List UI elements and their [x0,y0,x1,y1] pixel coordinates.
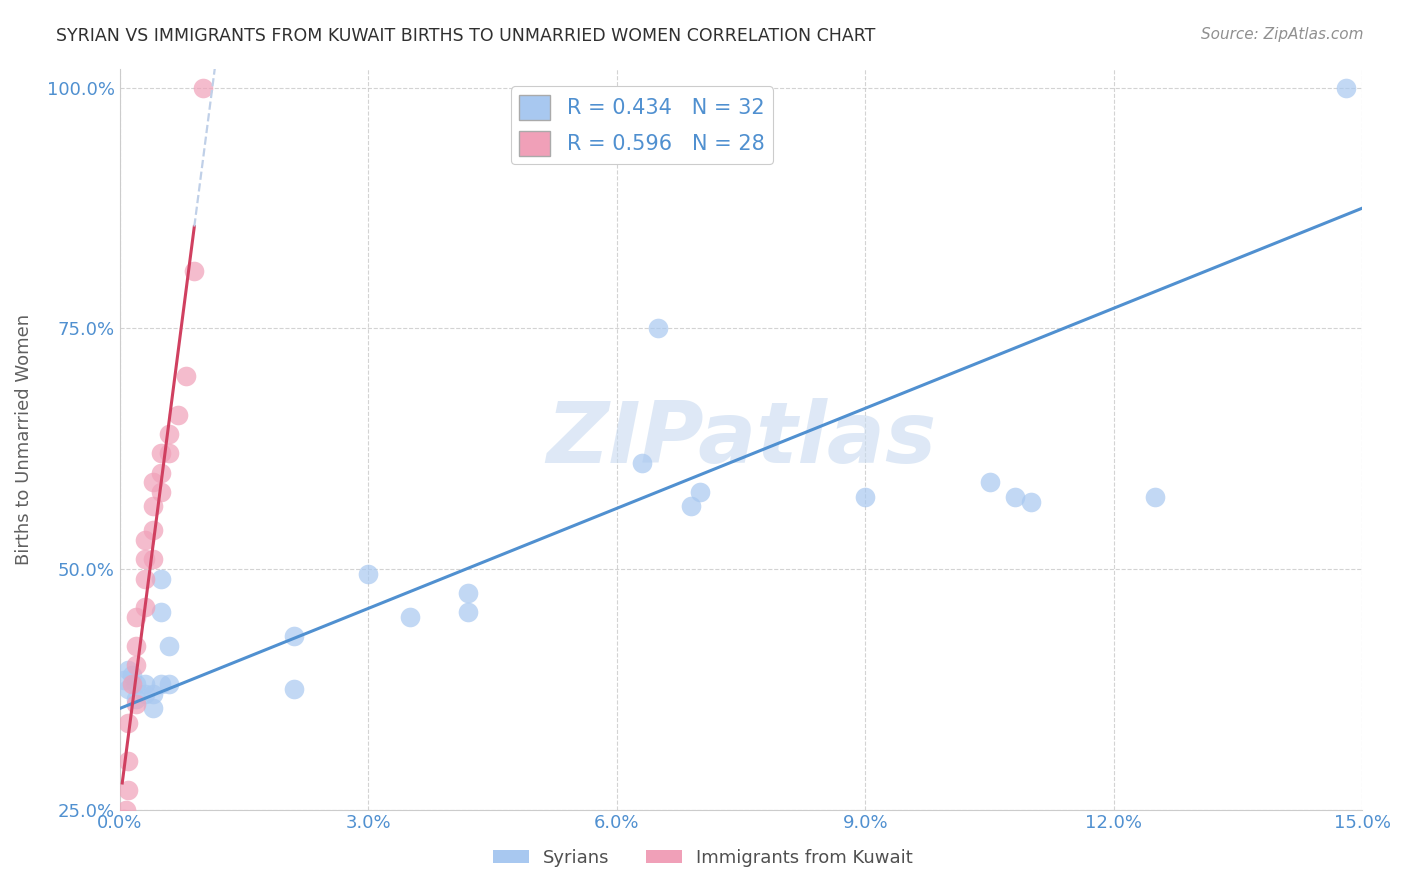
Point [159,446,181,460]
Point [142,524,165,538]
Point [630,456,652,470]
Point [142,552,165,566]
Point [117,783,139,797]
Point [1334,80,1357,95]
Point [398,610,420,624]
Point [159,639,181,653]
Point [150,605,173,619]
Point [457,586,479,600]
Point [159,427,181,442]
Point [283,629,305,643]
Point [117,682,139,697]
Point [142,475,165,490]
Point [1004,490,1026,504]
Point [142,500,165,514]
Point [125,677,148,691]
Point [191,80,214,95]
Point [979,475,1001,490]
Point [150,446,173,460]
Point [125,697,148,711]
Point [134,572,156,586]
Point [134,677,156,691]
Point [117,755,139,769]
Point [166,408,188,422]
Point [117,715,139,730]
Point [457,605,479,619]
Point [125,610,148,624]
Point [150,485,173,500]
Point [647,321,669,335]
Point [121,677,143,691]
Text: ZIPatlas: ZIPatlas [546,398,936,481]
Point [1019,494,1042,508]
Point [112,812,135,826]
Point [150,466,173,480]
Point [1168,846,1191,860]
Point [112,673,135,687]
Point [855,490,877,504]
Point [142,687,165,701]
Point [134,533,156,547]
Point [142,701,165,715]
Point [681,500,703,514]
Text: Source: ZipAtlas.com: Source: ZipAtlas.com [1201,27,1364,42]
Point [125,658,148,673]
Y-axis label: Births to Unmarried Women: Births to Unmarried Women [15,313,32,565]
Point [111,827,134,841]
Point [689,485,711,500]
Text: SYRIAN VS IMMIGRANTS FROM KUWAIT BIRTHS TO UNMARRIED WOMEN CORRELATION CHART: SYRIAN VS IMMIGRANTS FROM KUWAIT BIRTHS … [56,27,876,45]
Point [1144,490,1167,504]
Point [174,369,197,384]
Point [183,263,205,277]
Point [134,600,156,615]
Point [117,663,139,677]
Point [159,677,181,691]
Point [283,682,305,697]
Point [125,691,148,706]
Point [134,552,156,566]
Point [357,566,380,581]
Point [114,803,136,817]
Point [121,668,143,682]
Point [150,677,173,691]
Point [125,639,148,653]
Point [134,687,156,701]
Legend: R = 0.434   N = 32, R = 0.596   N = 28: R = 0.434 N = 32, R = 0.596 N = 28 [510,87,773,164]
Point [150,572,173,586]
Legend: Syrians, Immigrants from Kuwait: Syrians, Immigrants from Kuwait [485,842,921,874]
